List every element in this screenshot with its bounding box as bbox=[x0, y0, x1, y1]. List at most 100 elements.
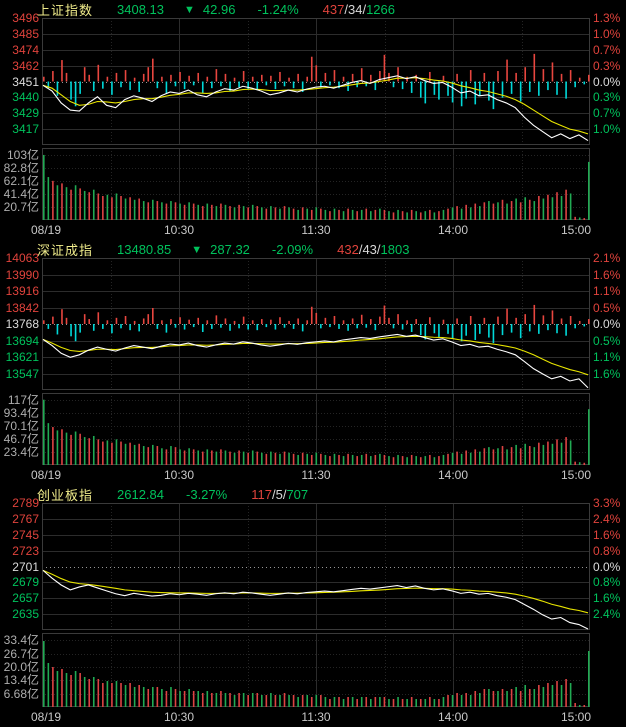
percent-axis-label: 0.0% bbox=[593, 74, 621, 89]
index-header[interactable]: 深证成指 13480.85 ▼ 287.32 -2.09% 432/43/180… bbox=[37, 240, 409, 259]
time-axis-label: 11:30 bbox=[301, 710, 331, 724]
price-axis-label: 2767 bbox=[12, 511, 39, 526]
volume-axis-label: 33.4亿 bbox=[3, 633, 39, 648]
price-axis-label: 2701 bbox=[12, 559, 39, 574]
index-header[interactable]: 创业板指 2612.84 -3.27% 117/5/707 bbox=[37, 485, 308, 504]
volume-chart[interactable] bbox=[42, 148, 590, 220]
price-axis-label: 13547 bbox=[5, 366, 39, 381]
count-separator: / bbox=[282, 487, 287, 502]
panel-shenzhen-component: 深证成指 13480.85 ▼ 287.32 -2.09% 432/43/180… bbox=[0, 240, 626, 485]
price-axis-label: 2657 bbox=[12, 591, 39, 606]
volume-axis-label: 20.0亿 bbox=[3, 660, 39, 674]
percent-axis-label: 1.6% bbox=[593, 527, 621, 542]
time-axis-label: 14:00 bbox=[437, 468, 469, 482]
percent-axis-label: 0.0% bbox=[593, 317, 621, 331]
advancers-count: 437 bbox=[322, 2, 345, 17]
time-axis-label: 14:00 bbox=[437, 710, 469, 724]
percent-axis-label: 1.0% bbox=[593, 122, 621, 137]
intraday-price-chart[interactable] bbox=[42, 258, 590, 390]
time-axis-label: 11:30 bbox=[301, 223, 331, 237]
index-change-percent: -1.24% bbox=[257, 2, 299, 17]
price-axis-label: 2789 bbox=[12, 496, 39, 510]
down-arrow-icon: ▼ bbox=[191, 243, 203, 256]
price-axis-label: 3440 bbox=[12, 90, 39, 105]
advance-decline-counts: 117/5/707 bbox=[251, 487, 308, 502]
intraday-price-chart[interactable] bbox=[42, 18, 590, 145]
percent-axis-label: 0.7% bbox=[593, 42, 621, 57]
percent-axis-label: 1.6% bbox=[593, 366, 621, 381]
volume-axis-label: 6.68亿 bbox=[3, 686, 39, 701]
panel-chinext: 创业板指 2612.84 -3.27% 117/5/707 2789 2767 27… bbox=[0, 485, 626, 727]
price-axis-label: 2679 bbox=[12, 575, 39, 590]
percent-axis-label: 0.5% bbox=[593, 300, 621, 315]
price-axis-label: 13694 bbox=[5, 333, 39, 348]
index-last-price: 2612.84 bbox=[117, 487, 165, 502]
time-axis-label: 15:00 bbox=[560, 468, 592, 482]
index-last-price: 3408.13 bbox=[117, 2, 165, 17]
percent-axis-label: 0.0% bbox=[593, 559, 621, 574]
percent-axis-label: 0.5% bbox=[593, 333, 621, 348]
price-axis-label: 13842 bbox=[5, 300, 39, 315]
decliners-count: 1803 bbox=[380, 242, 410, 257]
volume-axis-label: 41.4亿 bbox=[3, 186, 39, 201]
flat-count: 5 bbox=[275, 487, 283, 502]
index-name: 深证成指 bbox=[37, 243, 94, 258]
percent-axis-label: 3.3% bbox=[593, 496, 621, 510]
percent-axis-label: 1.0% bbox=[593, 26, 621, 41]
index-change: 287.32 bbox=[210, 242, 250, 257]
volume-axis-label: 23.4亿 bbox=[3, 444, 39, 459]
percent-axis-label: 1.1% bbox=[593, 284, 621, 298]
percent-axis-label: 0.7% bbox=[593, 106, 621, 121]
time-axis: 08/19 10:30 11:30 14:00 15:00 bbox=[0, 465, 626, 485]
percent-axis-label: 2.4% bbox=[593, 607, 621, 622]
percent-axis-label: 1.3% bbox=[593, 11, 621, 25]
percent-axis-label: 0.3% bbox=[593, 90, 621, 105]
advancers-count: 432 bbox=[337, 242, 359, 257]
time-axis-label: 14:00 bbox=[437, 223, 469, 237]
volume-axis-label: 117亿 bbox=[7, 392, 39, 407]
volume-axis-label: 62.1亿 bbox=[3, 173, 39, 188]
index-change: 42.96 bbox=[202, 2, 236, 17]
price-axis-label: 3496 bbox=[12, 11, 39, 25]
intraday-price-chart[interactable] bbox=[42, 503, 590, 630]
volume-chart[interactable] bbox=[42, 633, 590, 707]
percent-axis-label: 0.8% bbox=[593, 543, 621, 558]
price-axis-label: 3462 bbox=[12, 58, 39, 73]
decliners-count: 707 bbox=[286, 487, 309, 502]
count-separator: / bbox=[376, 242, 381, 257]
index-header[interactable]: 上证指数 3408.13 ▼ 42.96 -1.24% 437/34/1266 bbox=[37, 0, 395, 19]
volume-axis-label: 82.8亿 bbox=[3, 160, 39, 175]
volume-axis-label: 46.7亿 bbox=[3, 431, 39, 446]
price-axis-label: 3451 bbox=[12, 74, 39, 89]
volume-axis-label: 103亿 bbox=[6, 147, 39, 162]
price-axis-label: 14063 bbox=[5, 251, 39, 265]
price-axis-label: 3474 bbox=[12, 42, 39, 57]
index-change-percent: -3.27% bbox=[186, 487, 228, 502]
flat-count: 43 bbox=[362, 242, 377, 257]
price-axis-label: 13621 bbox=[5, 350, 39, 364]
index-name: 上证指数 bbox=[37, 3, 94, 18]
time-axis-label: 08/19 bbox=[30, 223, 62, 237]
percent-axis-label: 1.1% bbox=[593, 350, 621, 364]
volume-axis-label: 70.1亿 bbox=[3, 418, 39, 433]
count-separator: / bbox=[362, 2, 367, 17]
time-axis: 08/19 10:30 11:30 14:00 15:00 bbox=[0, 220, 626, 240]
price-axis-label: 3429 bbox=[12, 106, 39, 121]
volume-chart[interactable] bbox=[42, 393, 590, 465]
time-axis-label: 08/19 bbox=[30, 710, 62, 724]
index-name: 创业板指 bbox=[37, 488, 94, 503]
price-axis-label: 3417 bbox=[12, 122, 39, 137]
flat-count: 34 bbox=[347, 2, 363, 17]
percent-axis-label: 1.6% bbox=[593, 591, 621, 606]
advance-decline-counts: 437/34/1266 bbox=[323, 2, 395, 17]
volume-axis-label: 26.7亿 bbox=[3, 646, 39, 661]
index-last-price: 13480.85 bbox=[117, 242, 172, 257]
index-change-percent: -2.09% bbox=[271, 242, 314, 257]
percent-axis-label: 0.8% bbox=[593, 575, 621, 590]
percent-axis-label: 1.6% bbox=[593, 267, 621, 282]
time-axis-label: 10:30 bbox=[163, 468, 195, 482]
advancers-count: 117 bbox=[251, 487, 272, 502]
percent-axis-label: 0.3% bbox=[593, 58, 621, 73]
percent-axis-label: 2.4% bbox=[593, 511, 621, 526]
